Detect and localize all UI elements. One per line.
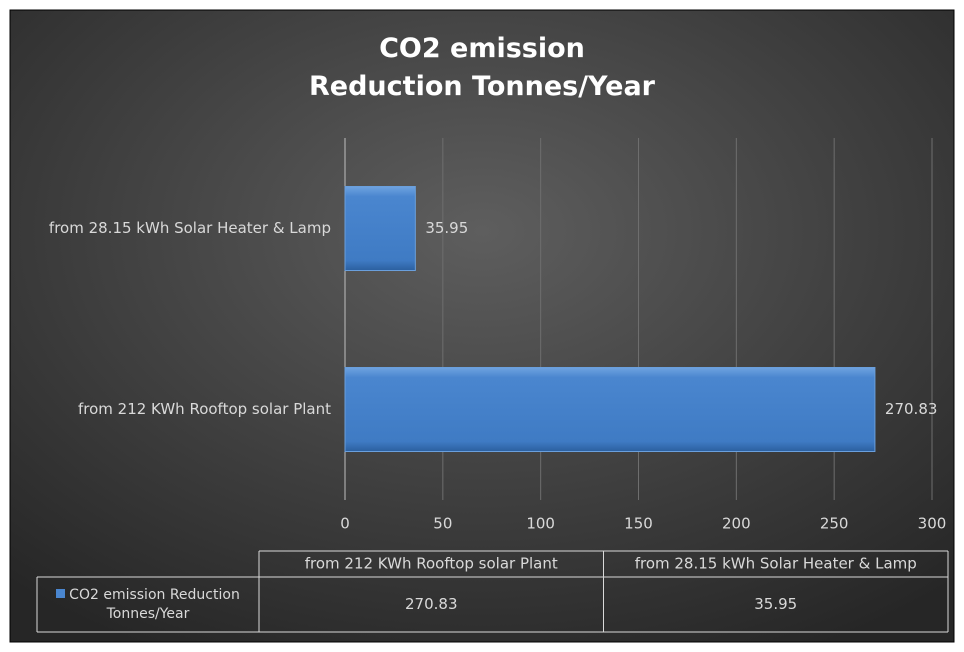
data-label: 270.83 xyxy=(885,400,938,418)
table-value: 35.95 xyxy=(754,595,797,613)
table-value: 270.83 xyxy=(405,595,458,613)
x-tick-label: 250 xyxy=(820,515,849,533)
bar xyxy=(344,367,876,452)
table-header: from 212 KWh Rooftop solar Plant xyxy=(305,555,558,573)
x-tick-label: 100 xyxy=(526,515,555,533)
x-tick-label: 50 xyxy=(433,515,452,533)
table-header: from 28.15 kWh Solar Heater & Lamp xyxy=(635,555,917,573)
x-tick-label: 300 xyxy=(918,515,947,533)
bar xyxy=(344,186,416,271)
table-series-cell: CO2 emission Reduction Tonnes/Year xyxy=(38,578,258,632)
x-tick-label: 0 xyxy=(340,515,350,533)
y-tick-label: from 212 KWh Rooftop solar Plant xyxy=(78,400,331,418)
y-tick-label: from 28.15 kWh Solar Heater & Lamp xyxy=(49,219,331,237)
data-label: 35.95 xyxy=(425,219,468,237)
chart-background xyxy=(9,9,955,643)
chart-title: CO2 emission Reduction Tonnes/Year xyxy=(309,33,655,102)
x-tick-label: 150 xyxy=(624,515,653,533)
legend-key xyxy=(56,589,66,598)
x-tick-label: 200 xyxy=(722,515,751,533)
legend-label: CO2 emission Reduction Tonnes/Year xyxy=(69,587,240,622)
